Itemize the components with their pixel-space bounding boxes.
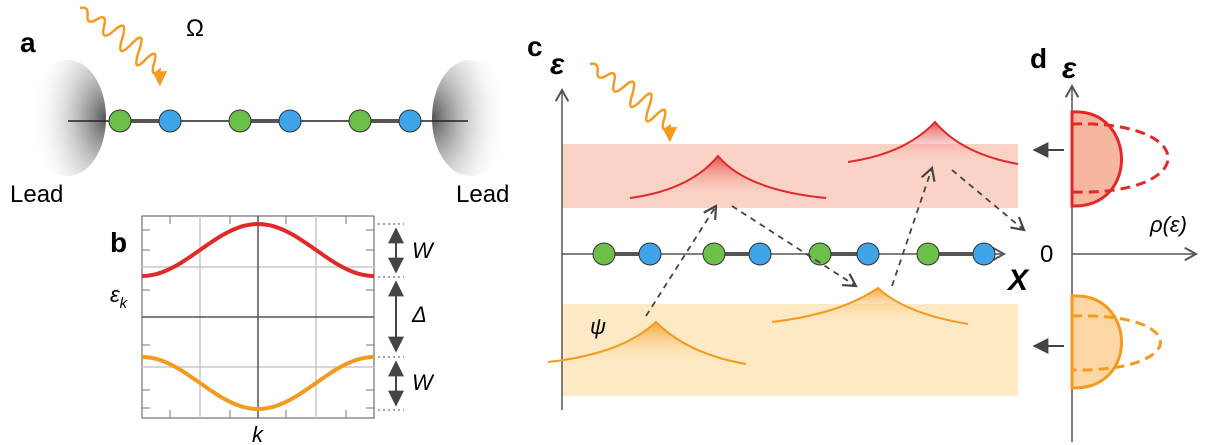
c-y-label: ε <box>550 48 565 81</box>
gap-label: Δ <box>411 302 427 327</box>
wavefunction-upper-2 <box>847 120 1019 165</box>
dos-arrows <box>1032 142 1064 354</box>
panel-label-a: a <box>20 27 36 58</box>
wavefunction-lower-1 <box>547 320 747 365</box>
wavefunction-upper-1 <box>629 154 827 199</box>
wavefunction-lower-2 <box>771 286 969 325</box>
panel-label-b: b <box>110 227 127 258</box>
photon-wave-icon-c <box>589 62 678 143</box>
bandwidth-top-label: W <box>412 238 435 263</box>
dos-lower <box>1070 294 1162 390</box>
panel-label-c: c <box>527 31 543 62</box>
hopping-arrows <box>645 165 1026 317</box>
d-x-label: ρ(ε) <box>1149 212 1187 237</box>
band-x-label: k <box>252 422 264 445</box>
c-x-label: X <box>1006 264 1030 297</box>
band-plot-axes <box>142 216 374 418</box>
band-plot-ticks <box>142 216 374 418</box>
lower-band-curve <box>141 355 375 412</box>
omega-label: Ω <box>186 15 204 42</box>
right-lead <box>432 60 508 176</box>
d-y-label: ε <box>1062 52 1077 85</box>
lead-left-label: Lead <box>10 181 63 208</box>
dos-upper <box>1070 110 1170 208</box>
band-dimension-guides <box>378 223 404 411</box>
bandwidth-bottom-label: W <box>412 370 435 395</box>
upper-band-curve <box>141 221 375 278</box>
panel-label-d: d <box>1030 43 1047 74</box>
psi-label: ψ <box>590 314 606 339</box>
chain-sites <box>108 109 422 133</box>
photon-wave-icon <box>79 6 168 87</box>
chain-sites-c <box>592 242 996 266</box>
left-lead <box>30 60 106 176</box>
lead-right-label: Lead <box>456 181 509 208</box>
band-y-label: εk <box>110 282 129 312</box>
d-zero-label: 0 <box>1040 241 1053 268</box>
